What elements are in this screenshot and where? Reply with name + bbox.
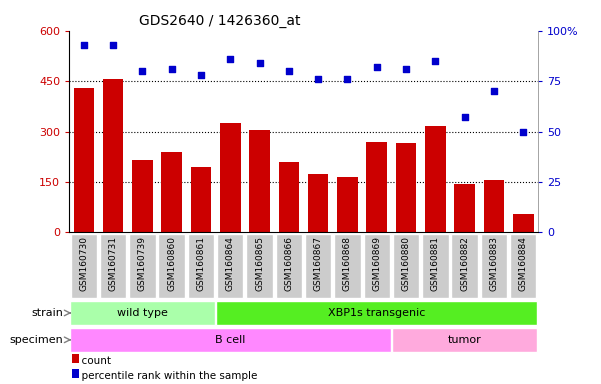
FancyBboxPatch shape [70, 233, 97, 298]
Text: GSM160880: GSM160880 [401, 236, 410, 291]
Point [284, 68, 294, 74]
Bar [162, 152, 182, 232]
Bar [454, 184, 475, 232]
Point [401, 66, 411, 72]
Point [489, 88, 499, 94]
FancyBboxPatch shape [392, 328, 537, 352]
Text: B cell: B cell [215, 335, 245, 345]
Text: count: count [75, 356, 111, 366]
FancyBboxPatch shape [305, 233, 331, 298]
Text: percentile rank within the sample: percentile rank within the sample [75, 371, 257, 381]
Bar [308, 174, 328, 232]
Text: GSM160866: GSM160866 [284, 236, 293, 291]
Point [167, 66, 177, 72]
Text: GSM160883: GSM160883 [489, 236, 498, 291]
Bar [73, 88, 94, 232]
Point [138, 68, 147, 74]
Text: GSM160864: GSM160864 [226, 236, 235, 291]
Bar [249, 130, 270, 232]
FancyBboxPatch shape [246, 233, 273, 298]
Bar [103, 79, 123, 232]
FancyBboxPatch shape [100, 233, 126, 298]
FancyBboxPatch shape [188, 233, 214, 298]
FancyBboxPatch shape [216, 301, 537, 325]
Text: GDS2640 / 1426360_at: GDS2640 / 1426360_at [139, 14, 301, 28]
Text: GSM160881: GSM160881 [431, 236, 440, 291]
Text: GSM160869: GSM160869 [372, 236, 381, 291]
FancyBboxPatch shape [364, 233, 390, 298]
Text: GSM160860: GSM160860 [167, 236, 176, 291]
Text: wild type: wild type [117, 308, 168, 318]
Text: GSM160739: GSM160739 [138, 236, 147, 291]
Point [255, 60, 264, 66]
FancyBboxPatch shape [70, 301, 215, 325]
Bar [132, 160, 153, 232]
Text: GSM160868: GSM160868 [343, 236, 352, 291]
Point [79, 42, 88, 48]
Point [430, 58, 440, 64]
Point [519, 128, 528, 135]
Bar [191, 167, 211, 232]
Bar [337, 177, 358, 232]
FancyBboxPatch shape [393, 233, 419, 298]
Text: tumor: tumor [448, 335, 481, 345]
FancyBboxPatch shape [70, 328, 391, 352]
Bar [220, 123, 240, 232]
Text: GSM160882: GSM160882 [460, 236, 469, 291]
Text: GSM160884: GSM160884 [519, 236, 528, 291]
Bar [425, 126, 445, 232]
FancyBboxPatch shape [422, 233, 448, 298]
Point [196, 72, 206, 78]
Bar [513, 214, 534, 232]
Text: GSM160861: GSM160861 [197, 236, 206, 291]
Bar [484, 180, 504, 232]
Point [108, 42, 118, 48]
FancyBboxPatch shape [451, 233, 478, 298]
Point [372, 64, 382, 70]
Text: strain: strain [31, 308, 63, 318]
Point [313, 76, 323, 82]
Text: specimen: specimen [10, 335, 63, 345]
Text: XBP1s transgenic: XBP1s transgenic [328, 308, 426, 318]
FancyBboxPatch shape [481, 233, 507, 298]
Text: GSM160731: GSM160731 [109, 236, 118, 291]
FancyBboxPatch shape [129, 233, 156, 298]
FancyBboxPatch shape [334, 233, 361, 298]
FancyBboxPatch shape [217, 233, 243, 298]
FancyBboxPatch shape [510, 233, 537, 298]
FancyBboxPatch shape [276, 233, 302, 298]
Point [343, 76, 352, 82]
Bar [279, 162, 299, 232]
Point [460, 114, 469, 121]
Point [225, 56, 235, 62]
Text: GSM160867: GSM160867 [314, 236, 323, 291]
Bar [367, 142, 387, 232]
Text: GSM160730: GSM160730 [79, 236, 88, 291]
Text: GSM160865: GSM160865 [255, 236, 264, 291]
FancyBboxPatch shape [159, 233, 185, 298]
Bar [396, 143, 416, 232]
